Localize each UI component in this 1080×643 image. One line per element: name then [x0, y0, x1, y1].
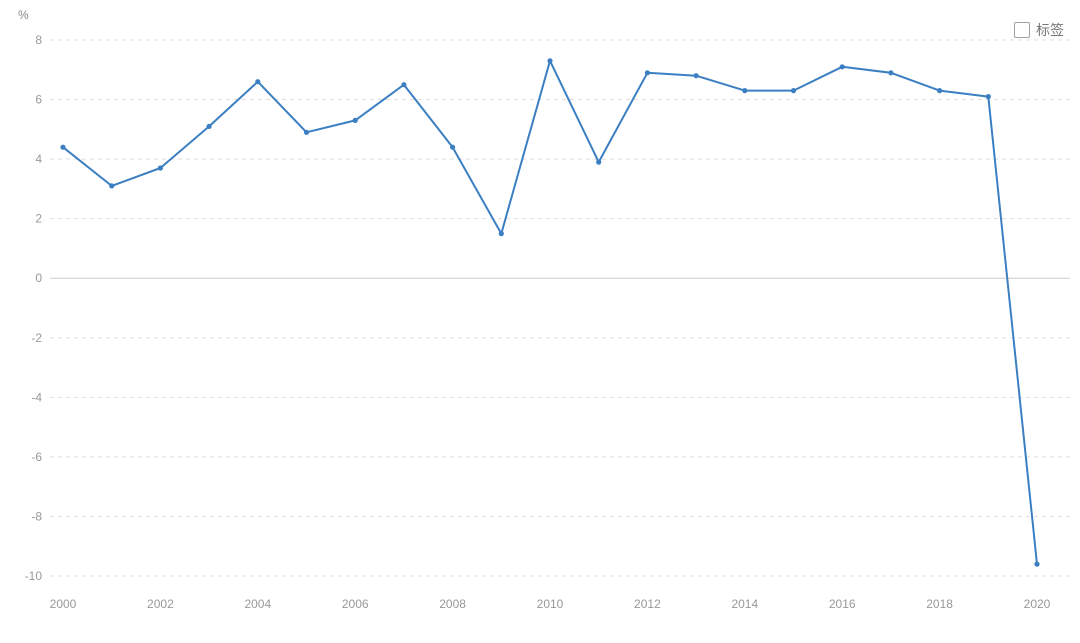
data-point[interactable] — [742, 88, 748, 94]
data-point[interactable] — [888, 70, 894, 76]
data-point[interactable] — [157, 165, 163, 171]
data-point[interactable] — [937, 88, 943, 94]
data-point[interactable] — [255, 79, 261, 85]
data-point[interactable] — [109, 183, 115, 189]
data-point[interactable] — [644, 70, 651, 76]
data-point[interactable] — [401, 82, 407, 88]
x-tick-label: 2014 — [731, 597, 758, 611]
x-tick-label: 2012 — [634, 597, 661, 611]
legend-checkbox-icon[interactable] — [1014, 22, 1030, 38]
x-tick-label: 2006 — [342, 597, 369, 611]
x-tick-label: 2004 — [244, 597, 271, 611]
data-point[interactable] — [1034, 561, 1040, 567]
y-tick-label: -8 — [31, 509, 42, 523]
legend-toggle[interactable]: 标签 — [1014, 20, 1064, 40]
y-tick-label: 6 — [35, 93, 42, 107]
legend-label: 标签 — [1036, 22, 1064, 38]
data-point[interactable] — [206, 123, 212, 129]
series-line — [62, 59, 1038, 566]
x-tick-label: 2002 — [147, 597, 174, 611]
x-tick-label: 2010 — [537, 597, 564, 611]
data-point[interactable] — [985, 94, 991, 100]
x-tick-label: 2016 — [829, 597, 856, 611]
x-tick-label: 2008 — [439, 597, 466, 611]
data-point[interactable] — [60, 144, 66, 150]
y-tick-label: 8 — [35, 33, 42, 47]
data-point[interactable] — [450, 144, 456, 150]
data-point[interactable] — [693, 73, 699, 79]
data-point[interactable] — [547, 58, 553, 64]
data-point[interactable] — [303, 129, 310, 135]
y-tick-label: 2 — [35, 212, 42, 226]
data-point[interactable] — [790, 88, 797, 94]
y-tick-label: 4 — [35, 152, 42, 166]
y-tick-label: -10 — [25, 569, 43, 583]
x-tick-label: 2018 — [926, 597, 953, 611]
data-point[interactable] — [352, 117, 358, 123]
y-tick-label: 0 — [35, 271, 42, 285]
y-tick-label: -4 — [31, 390, 42, 404]
y-tick-label: -2 — [31, 331, 42, 345]
y-tick-label: -6 — [31, 450, 42, 464]
data-point[interactable] — [596, 159, 602, 165]
x-tick-label: 2000 — [50, 597, 77, 611]
data-point[interactable] — [498, 231, 504, 237]
x-tick-label: 2020 — [1024, 597, 1051, 611]
data-point[interactable] — [839, 64, 845, 70]
y-axis-unit-label: % — [18, 8, 29, 22]
